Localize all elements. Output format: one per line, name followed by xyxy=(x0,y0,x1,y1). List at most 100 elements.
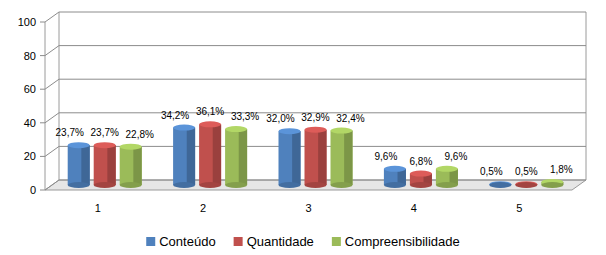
data-label: 1,8% xyxy=(550,164,573,175)
bar-shade xyxy=(107,145,115,185)
legend-item: Conteúdo xyxy=(146,234,215,249)
y-tick-label: 100 xyxy=(18,16,36,28)
legend-label: Quantidade xyxy=(247,234,314,249)
legend-label: Compreensibilidade xyxy=(345,234,460,249)
bar-body xyxy=(279,131,301,185)
y-tick xyxy=(40,156,45,157)
bar-top xyxy=(436,166,458,172)
bar-body xyxy=(120,147,142,185)
bar-shade xyxy=(187,128,195,185)
data-labels: 23,7% 23,7% 22,8% 34,2% 36,1% 33,3% 32,0% 32,9%… xyxy=(56,106,573,177)
bar xyxy=(436,166,458,188)
data-label: 22,8% xyxy=(126,129,154,140)
bar-shade xyxy=(292,131,300,185)
y-tick-label: 60 xyxy=(24,83,36,95)
bar xyxy=(279,128,301,188)
back-wall-edge xyxy=(59,12,60,180)
bar-body xyxy=(331,131,353,185)
bar xyxy=(331,128,353,188)
data-label: 0,5% xyxy=(480,166,503,177)
bar-body xyxy=(94,145,116,185)
data-label: 36,1% xyxy=(196,106,224,117)
bar-shade xyxy=(213,124,221,185)
bar-shade xyxy=(239,129,247,185)
data-label: 9,6% xyxy=(445,151,468,162)
bar-top xyxy=(94,142,116,148)
bar xyxy=(384,166,406,188)
chart-container: 0 20 40 60 80 100 23,7% 23,7% 22,8% 34,2% 36,1% 33,… xyxy=(0,0,606,255)
bar-shade xyxy=(318,130,326,185)
legend-item: Quantidade xyxy=(234,234,314,249)
x-tick-label: 3 xyxy=(305,202,311,214)
bar-top xyxy=(331,128,353,134)
bar-shade xyxy=(81,145,89,185)
grid-line xyxy=(45,79,586,89)
data-label: 9,6% xyxy=(375,151,398,162)
y-tick-label: 80 xyxy=(24,50,36,62)
bar xyxy=(515,181,537,188)
bar-base xyxy=(279,182,301,188)
grid-line xyxy=(45,46,586,56)
bar-body xyxy=(305,130,327,185)
data-label: 0,5% xyxy=(515,166,538,177)
bar xyxy=(199,121,221,188)
bar-top xyxy=(279,128,301,134)
bars xyxy=(68,121,564,188)
data-label: 32,4% xyxy=(336,113,364,124)
data-label: 23,7% xyxy=(91,127,119,138)
legend-swatch xyxy=(234,237,243,246)
bar-base xyxy=(410,182,432,188)
x-tick-label: 1 xyxy=(95,202,101,214)
bar-base xyxy=(94,182,116,188)
bar-body xyxy=(225,129,247,185)
bar xyxy=(410,171,432,188)
bar-top xyxy=(384,166,406,172)
bar-base xyxy=(305,182,327,188)
bar-base xyxy=(68,182,90,188)
y-axis-line xyxy=(45,22,46,190)
data-label: 32,0% xyxy=(266,113,294,124)
bar-body xyxy=(68,145,90,185)
bar-top xyxy=(68,142,90,148)
y-tick-label: 40 xyxy=(24,117,36,129)
y-tick-label: 20 xyxy=(24,150,36,162)
bar-top xyxy=(120,144,142,150)
legend-item: Compreensibilidade xyxy=(332,234,460,249)
bar xyxy=(489,181,511,188)
bar-base xyxy=(120,182,142,188)
bar-shade xyxy=(133,147,141,185)
bar xyxy=(225,126,247,188)
bar xyxy=(94,142,116,188)
legend-swatch xyxy=(146,237,155,246)
bar-top xyxy=(173,125,195,131)
y-tick xyxy=(40,122,45,123)
bar xyxy=(120,144,142,188)
bar-base xyxy=(541,182,563,188)
bar-base xyxy=(331,182,353,188)
data-label: 33,3% xyxy=(231,111,259,122)
bar-base xyxy=(225,182,247,188)
back-wall-edge xyxy=(586,12,587,180)
legend-label: Conteúdo xyxy=(159,234,215,249)
y-tick xyxy=(40,55,45,56)
legend-swatch xyxy=(332,237,341,246)
bar xyxy=(305,127,327,188)
x-tick-label: 5 xyxy=(516,202,522,214)
x-tick-label: 2 xyxy=(200,202,206,214)
data-label: 32,9% xyxy=(301,112,329,123)
bar-top xyxy=(199,121,221,127)
grid-line xyxy=(45,12,586,22)
bar-shade xyxy=(344,131,352,185)
y-tick-label: 0 xyxy=(30,184,36,196)
bar-base xyxy=(199,182,221,188)
bar-base xyxy=(515,182,537,188)
data-label: 23,7% xyxy=(56,127,84,138)
y-tick xyxy=(40,89,45,90)
chart: 0 20 40 60 80 100 23,7% 23,7% 22,8% 34,2% 36,1% 33,… xyxy=(0,0,606,255)
x-tick-label: 4 xyxy=(411,202,417,214)
bar-top xyxy=(225,126,247,132)
bar-base xyxy=(436,182,458,188)
y-tick xyxy=(40,190,45,191)
data-label: 34,2% xyxy=(161,110,189,121)
bar-base xyxy=(384,182,406,188)
